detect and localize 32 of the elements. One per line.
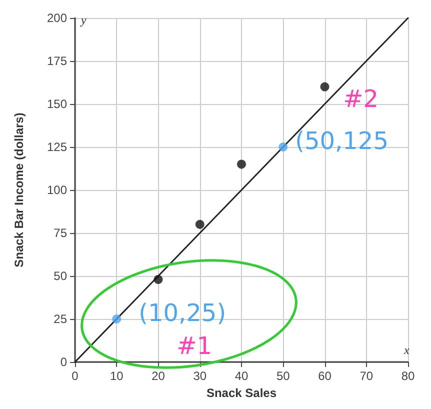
x-tick-label: 20: [152, 369, 166, 383]
annotation: (10,25): [138, 299, 226, 327]
point: [237, 160, 246, 169]
x-tick-label: 50: [276, 369, 290, 383]
y-tick-label: 100: [46, 183, 68, 197]
x-tick-label: 30: [193, 369, 207, 383]
point: [278, 142, 288, 152]
x-tick-label: 70: [360, 369, 374, 383]
y-tick-label: 125: [46, 140, 68, 154]
x-tick-label: 10: [110, 369, 124, 383]
x-tick-label: 60: [318, 369, 332, 383]
point: [320, 82, 330, 92]
point: [154, 274, 163, 284]
y-tick-label: 50: [54, 269, 68, 283]
y-tick-label: 75: [54, 226, 68, 240]
annotation: #1: [176, 332, 212, 360]
y-tick-label: 150: [46, 97, 68, 111]
annotation: x: [403, 343, 410, 357]
y-tick-label: 200: [46, 11, 68, 25]
x-axis-title: Snack Sales: [206, 386, 277, 400]
annotation: (50,125: [295, 127, 388, 155]
point: [195, 220, 204, 229]
y-tick-label: 0: [60, 355, 68, 369]
x-tick-label: 80: [401, 369, 415, 383]
point: [112, 314, 122, 324]
y-axis-title: Snack Bar Income (dollars): [12, 112, 26, 268]
x-tick-label: 40: [234, 369, 248, 383]
y-tick-label: 175: [46, 54, 68, 68]
annotation: #2: [343, 85, 379, 113]
annotation: y: [80, 13, 87, 27]
y-tick-label: 25: [54, 312, 68, 326]
x-tick-label: 0: [72, 369, 79, 383]
